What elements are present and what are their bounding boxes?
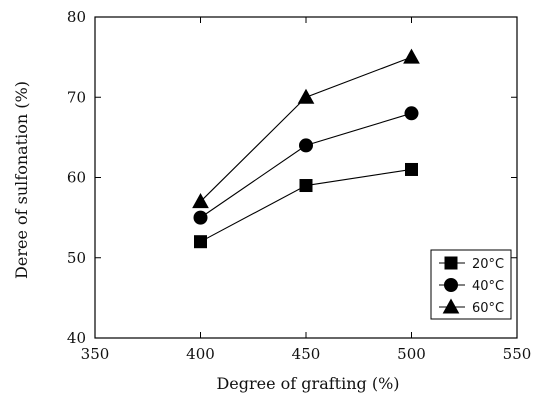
series-square (194, 162, 418, 249)
y-tick-label: 70 (67, 88, 86, 106)
data-point-triangle (297, 88, 315, 104)
legend-item: 60°C (439, 298, 504, 316)
data-point-triangle (192, 193, 209, 209)
series-circle (193, 106, 419, 225)
x-axis-title: Degree of grafting (%) (216, 374, 399, 393)
y-tick-label: 50 (67, 249, 86, 267)
data-point-circle (404, 106, 419, 121)
data-point-square (299, 179, 313, 193)
legend-label: 20°C (472, 257, 504, 272)
axis-ticks: 350 400 450 500 550 40 50 60 70 80 (67, 8, 531, 363)
data-point-square (194, 235, 207, 249)
y-tick-label: 60 (67, 169, 86, 187)
legend-label: 60°C (472, 301, 504, 316)
legend-label: 40°C (472, 279, 504, 294)
series-layer (192, 48, 420, 249)
x-tick-label: 500 (397, 345, 426, 363)
series-line (200, 112, 412, 219)
data-point-circle (299, 138, 313, 153)
series-triangle (192, 48, 420, 209)
legend-marker-triangle (442, 298, 460, 314)
data-point-square (405, 162, 418, 176)
x-tick-label: 350 (81, 345, 110, 363)
x-tick-label: 450 (292, 345, 321, 363)
legend: 20°C 40°C 60°C (430, 249, 512, 320)
y-tick-label: 40 (67, 329, 86, 347)
legend-item: 20°C (439, 256, 504, 272)
data-point-triangle (403, 48, 420, 64)
x-tick-label: 550 (503, 345, 532, 363)
legend-marker-circle (444, 278, 458, 292)
x-tick-label: 400 (186, 345, 215, 363)
legend-item: 40°C (439, 278, 504, 294)
data-point-circle (193, 210, 208, 225)
y-tick-label: 80 (67, 8, 86, 26)
y-axis-title: Deree of sulfonation (%) (12, 81, 31, 279)
legend-marker-square (444, 256, 458, 270)
